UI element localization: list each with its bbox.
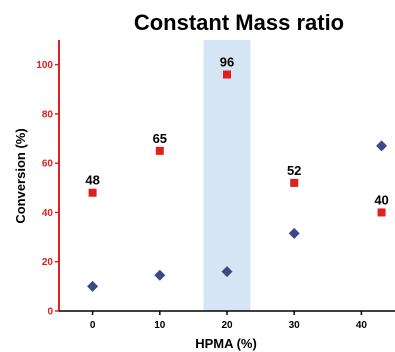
data-label: 52	[287, 163, 301, 178]
x-tick-label: 20	[221, 320, 233, 331]
data-point-square	[377, 208, 386, 217]
y-tick-label: 20	[42, 257, 54, 268]
plot-area: 0 20 40 60 80 100 0 10 20 30 40 48 65 96 52 40	[36, 40, 395, 331]
y-tick-label: 60	[42, 159, 54, 170]
x-tick-label: 10	[154, 320, 166, 331]
y-tick-label: 0	[47, 307, 53, 318]
data-point-diamond	[221, 266, 233, 278]
data-point-diamond	[87, 280, 99, 292]
data-label: 96	[220, 54, 234, 69]
y-axis-label: Conversion (%)	[13, 128, 28, 223]
data-point-diamond	[154, 269, 166, 281]
data-point-square	[88, 188, 97, 197]
data-point-diamond	[288, 227, 300, 239]
x-tick-label: 0	[90, 320, 96, 331]
data-point-square	[290, 178, 299, 187]
data-label: 48	[85, 173, 99, 188]
x-tick-label: 30	[289, 320, 301, 331]
data-point-diamond	[376, 140, 388, 152]
y-tick-label: 40	[42, 208, 54, 219]
y-tick-label: 100	[36, 60, 53, 71]
data-label: 40	[374, 192, 388, 207]
x-axis-label: HPMA (%)	[195, 336, 257, 351]
data-point-square	[155, 146, 164, 155]
data-label: 65	[153, 131, 167, 146]
y-tick-label: 80	[42, 109, 54, 120]
highlight-band	[203, 40, 251, 311]
data-point-square	[223, 70, 231, 79]
x-tick-label: 40	[356, 320, 368, 331]
chart-title: Constant Mass ratio	[134, 10, 344, 35]
